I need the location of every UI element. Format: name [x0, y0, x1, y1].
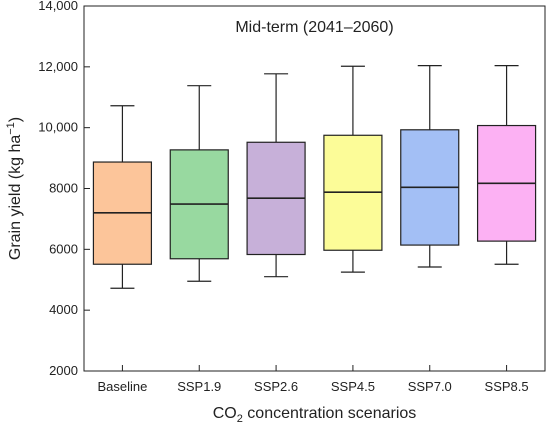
plot-frame: [83, 5, 546, 372]
x-axis-title: CO2 concentration scenarios: [213, 405, 417, 425]
box-ssp7-0: [400, 65, 460, 268]
y-tick-label: 8000: [49, 181, 78, 196]
x-axis: Baseline SSP1.9 SSP2.6 SSP4.5 SSP7.0 SSP8.5: [97, 365, 529, 394]
y-tick-label: 12,000: [38, 59, 78, 74]
y-tick-label: 2000: [49, 363, 78, 378]
box-ssp2-6: [246, 73, 306, 278]
y-axis-title-superscript: −1: [5, 122, 17, 135]
box-ssp1-9: [169, 85, 229, 282]
chart-title: Mid-term (2041–2060): [235, 19, 393, 36]
x-tick-label: Baseline: [97, 379, 147, 394]
y-tick-label: 4000: [49, 302, 78, 317]
y-axis: 2000 4000 6000 8000 10,000 12,000 14,000: [38, 0, 90, 378]
y-tick-label: 10,000: [38, 120, 78, 135]
box-baseline: [92, 105, 153, 289]
y-axis-title-close: ): [7, 117, 24, 122]
y-tick-label: 14,000: [38, 0, 78, 13]
box-ssp8-5: [476, 65, 537, 265]
x-tick-label: SSP8.5: [485, 379, 529, 394]
y-axis-title: Grain yield (kg ha−1): [5, 117, 24, 260]
y-tick-label: 6000: [49, 241, 78, 256]
y-axis-title-main: Grain yield (kg ha: [7, 135, 24, 260]
box-series: [92, 65, 537, 289]
x-tick-label: SSP4.5: [331, 379, 375, 394]
x-axis-title-prefix: CO: [213, 405, 237, 422]
x-tick-label: SSP7.0: [408, 379, 452, 394]
x-axis-title-subscript: 2: [237, 413, 243, 425]
x-axis-title-suffix: concentration scenarios: [243, 405, 416, 422]
box-ssp4-5: [323, 65, 383, 273]
x-tick-label: SSP1.9: [177, 379, 221, 394]
x-tick-label: SSP2.6: [254, 379, 298, 394]
